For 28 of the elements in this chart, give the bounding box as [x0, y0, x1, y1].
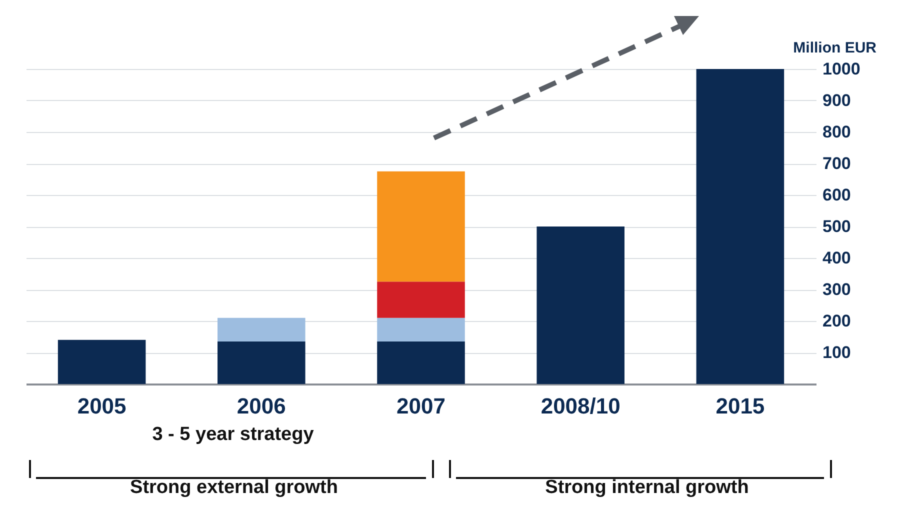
- y-tick-label: 300: [822, 280, 851, 299]
- y-tick-label: 900: [822, 91, 851, 110]
- bar: [377, 171, 465, 282]
- bar: [218, 318, 306, 342]
- bar: [696, 69, 784, 384]
- y-tick-label: 700: [822, 154, 851, 173]
- x-tick-label: 2008/10: [540, 394, 620, 418]
- y-tick-label: 200: [822, 312, 851, 330]
- y-tick-label: 1000: [822, 60, 860, 78]
- y-tick-label: 800: [822, 122, 851, 142]
- x-tick-label: 2015: [716, 394, 765, 418]
- text: Strong external growth: [130, 477, 338, 499]
- bar: [536, 226, 624, 384]
- y-tick-label: 100: [822, 343, 851, 362]
- x-tick-label: 2007: [396, 394, 446, 418]
- y-axis-title: Million EUR: [793, 40, 877, 56]
- x-tick-label: 2006: [236, 394, 286, 418]
- bar: [377, 341, 465, 384]
- y-tick-label: 400: [822, 248, 851, 268]
- y-tick-label: 500: [822, 217, 851, 236]
- y-tick-label: 600: [822, 186, 851, 204]
- bar: [218, 341, 306, 384]
- text: 3 - 5 year strategy: [152, 424, 314, 446]
- bar: [377, 318, 465, 342]
- text: Strong internal growth: [545, 477, 749, 499]
- x-tick-label: 2005: [77, 394, 126, 418]
- bar: [377, 282, 465, 318]
- bar: [58, 340, 146, 384]
